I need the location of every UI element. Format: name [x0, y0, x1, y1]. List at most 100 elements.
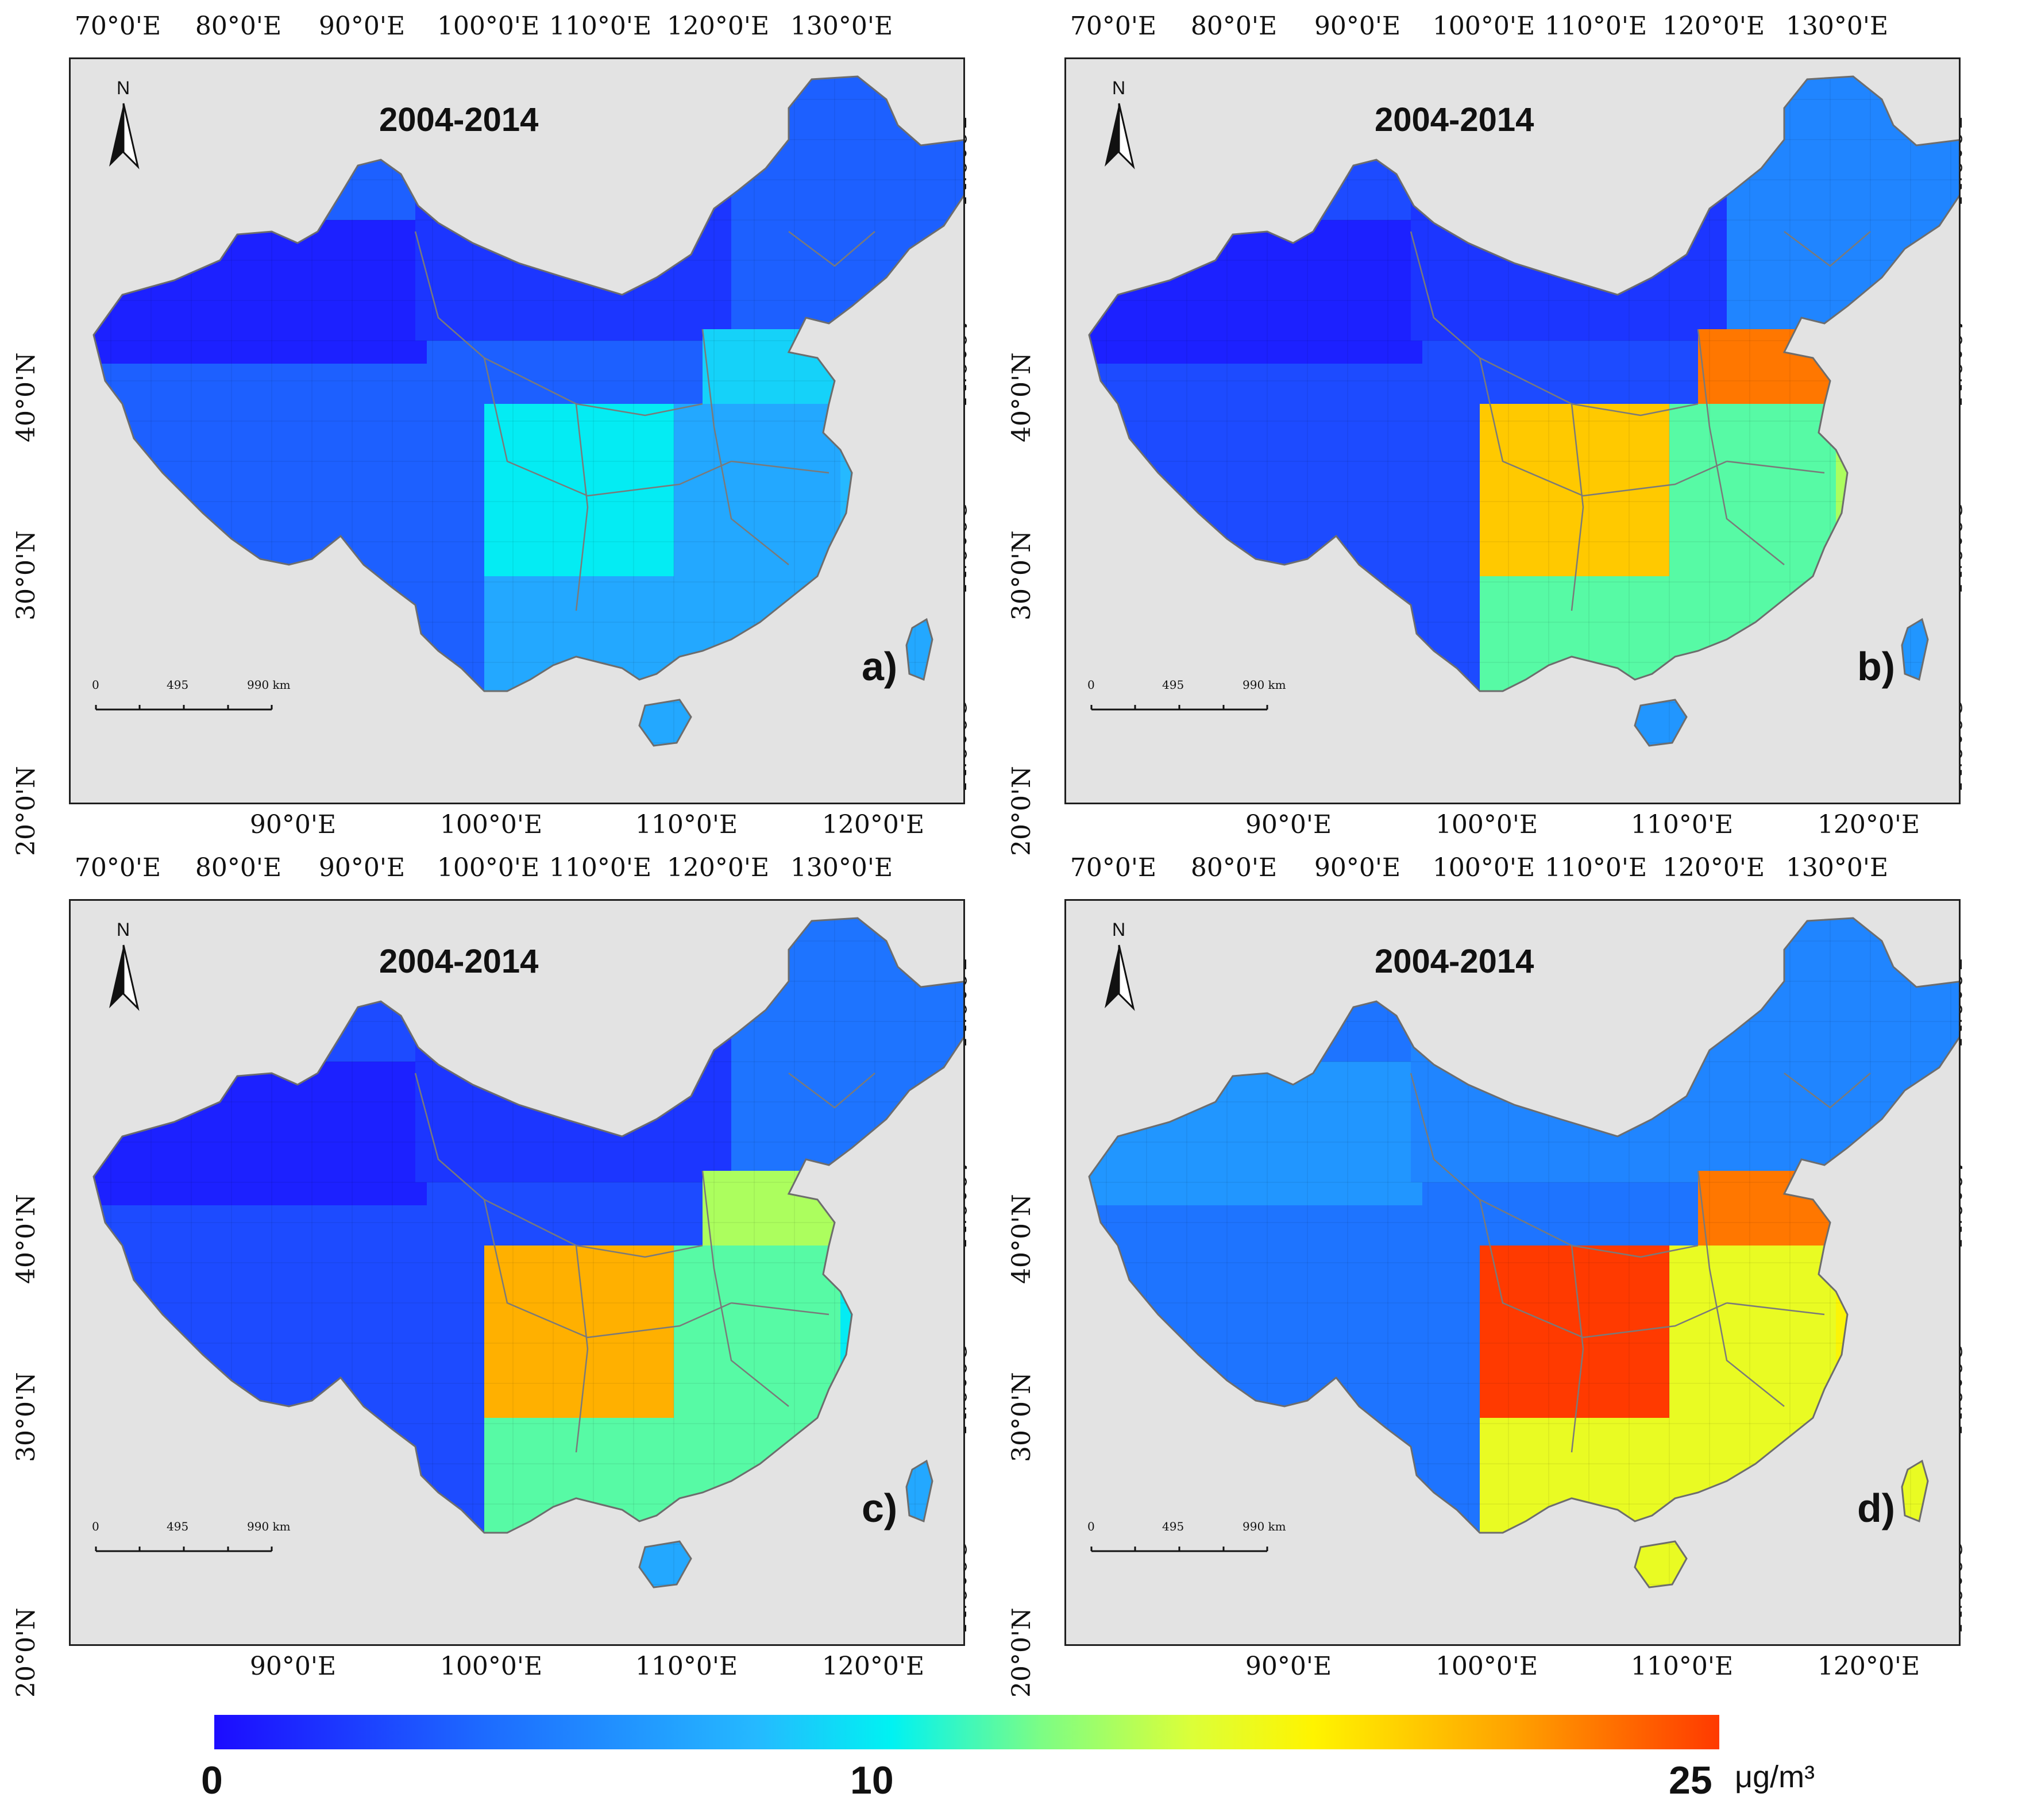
top-longitude-tick: 80°0'E	[195, 853, 282, 882]
top-longitude-tick: 130°0'E	[1785, 853, 1889, 882]
left-latitude-tick: 40°0'N	[11, 1194, 41, 1284]
top-longitude-tick: 100°0'E	[437, 853, 540, 882]
scale-label: 0	[92, 678, 99, 692]
bottom-longitude-tick: 120°0'E	[821, 1652, 925, 1681]
taiwan-outline	[905, 618, 933, 681]
region-northeast	[731, 918, 963, 1177]
top-longitude-tick: 120°0'E	[1662, 11, 1765, 41]
colorbar	[214, 1715, 1719, 1749]
top-longitude-tick: 90°0'E	[1314, 853, 1401, 882]
north-arrow-icon	[109, 944, 140, 1011]
top-longitude-tick: 120°0'E	[666, 11, 770, 41]
top-longitude-tick: 70°0'E	[1070, 853, 1157, 882]
top-longitude-tick: 130°0'E	[790, 853, 893, 882]
china-map	[92, 75, 963, 747]
north-label: N	[117, 78, 130, 98]
left-latitude-tick: 30°0'N	[11, 1372, 41, 1462]
bottom-longitude-tick: 120°0'E	[821, 810, 925, 839]
top-longitude-tick: 120°0'E	[666, 853, 770, 882]
north-label: N	[1112, 78, 1126, 98]
top-longitude-tick: 70°0'E	[74, 853, 161, 882]
province-border	[701, 1170, 789, 1407]
top-longitude-tick: 130°0'E	[790, 11, 893, 41]
top-longitude-tick: 130°0'E	[1785, 11, 1889, 41]
province-border	[1479, 1199, 1727, 1339]
top-longitude-tick: 100°0'E	[437, 11, 540, 41]
left-latitude-tick: 20°0'N	[11, 1607, 41, 1698]
region-northeast	[1727, 918, 1959, 1177]
bottom-longitude-tick: 100°0'E	[439, 810, 543, 839]
left-latitude-tick: 30°0'N	[1007, 1372, 1036, 1462]
bottom-longitude-tick: 110°0'E	[635, 810, 738, 839]
north-arrow-icon	[1105, 103, 1135, 169]
top-longitude-tick: 100°0'E	[1432, 11, 1535, 41]
map-title: 2004-2014	[379, 943, 539, 980]
region-plateau	[94, 1205, 501, 1527]
bottom-longitude-tick: 110°0'E	[1630, 810, 1734, 839]
panel-label: d)	[1857, 1486, 1896, 1530]
province-border	[1697, 329, 1785, 565]
bottom-longitude-tick: 120°0'E	[1817, 810, 1920, 839]
left-latitude-tick: 30°0'N	[1007, 530, 1036, 620]
north-arrow-icon	[1105, 944, 1135, 1011]
bottom-longitude-tick: 120°0'E	[1817, 1652, 1920, 1681]
bottom-longitude-tick: 110°0'E	[1630, 1652, 1734, 1681]
region-east	[840, 335, 963, 611]
region-south	[1669, 404, 1836, 576]
map-title: 2004-2014	[1375, 943, 1534, 980]
bottom-longitude-tick: 110°0'E	[635, 1652, 738, 1681]
region-south	[484, 576, 852, 714]
china-map	[1088, 917, 1959, 1588]
province-border	[731, 460, 829, 474]
left-latitude-tick: 20°0'N	[1007, 1607, 1036, 1698]
province-border	[1410, 231, 1699, 417]
bottom-longitude-tick: 100°0'E	[1435, 1652, 1538, 1681]
country-outline	[92, 75, 963, 692]
province-border	[701, 329, 789, 565]
top-longitude-tick: 70°0'E	[1070, 11, 1157, 41]
bottom-longitude-tick: 90°0'E	[249, 1652, 337, 1681]
colorbar-unit: μg/m³	[1735, 1760, 1815, 1794]
bottom-longitude-tick: 100°0'E	[1435, 810, 1538, 839]
map-panel-b: 70°0'E 80°0'E 90°0'E 100°0'E 110°0'E 120°0'E 1…	[996, 0, 1972, 856]
region-northeast	[731, 76, 963, 335]
province-border	[1410, 1073, 1699, 1258]
hainan-outline	[1634, 699, 1688, 747]
bottom-longitude-tick: 100°0'E	[439, 1652, 543, 1681]
map-frame	[69, 899, 965, 1646]
region-south	[674, 404, 840, 576]
region-northeast	[1727, 76, 1959, 335]
top-longitude-tick: 110°0'E	[1544, 853, 1647, 882]
region-east	[840, 1177, 963, 1452]
province-border	[1571, 1245, 1584, 1453]
country-outline	[1088, 917, 1959, 1534]
top-longitude-tick: 110°0'E	[549, 11, 652, 41]
province-border	[575, 403, 589, 611]
panel-label: a)	[862, 644, 898, 689]
province-border	[731, 1302, 829, 1316]
region-east	[1836, 335, 1959, 611]
top-longitude-tick: 110°0'E	[549, 853, 652, 882]
taiwan-outline	[1901, 1459, 1929, 1523]
top-longitude-tick: 120°0'E	[1662, 853, 1765, 882]
bottom-longitude-tick: 90°0'E	[1245, 1652, 1332, 1681]
country-outline	[1088, 75, 1959, 692]
scale-bar	[1090, 1547, 1268, 1552]
scale-label: 0	[1087, 678, 1095, 692]
taiwan-outline	[1901, 618, 1929, 681]
province-border	[483, 1199, 732, 1339]
top-longitude-tick: 80°0'E	[1190, 11, 1278, 41]
region-plateau	[94, 364, 501, 685]
top-longitude-tick: 90°0'E	[1314, 11, 1401, 41]
province-border	[1784, 231, 1871, 267]
province-border	[1479, 357, 1727, 497]
scale-bar	[95, 1547, 273, 1552]
taiwan-outline	[905, 1459, 933, 1523]
china-map	[92, 917, 963, 1588]
left-latitude-tick: 40°0'N	[1007, 1194, 1036, 1284]
region-south	[1669, 1246, 1836, 1418]
top-longitude-tick: 110°0'E	[1544, 11, 1647, 41]
region-plateau	[1089, 364, 1497, 685]
colorbar-min-label: 0	[201, 1759, 223, 1802]
top-longitude-tick: 70°0'E	[74, 11, 161, 41]
